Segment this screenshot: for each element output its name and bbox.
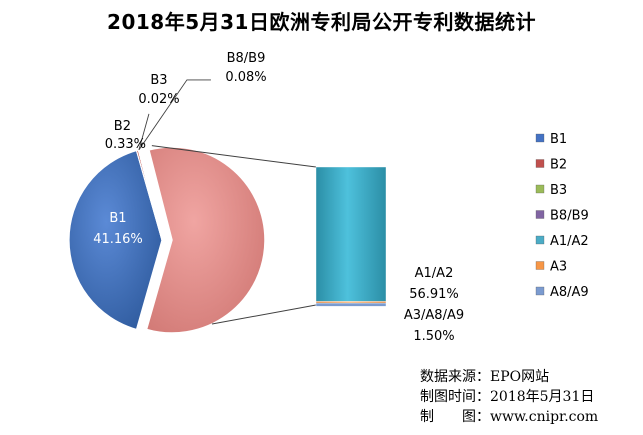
bar-segment-a1-a2 [316, 167, 386, 301]
data-label-b1-name: B1 [109, 211, 126, 226]
legend-swatch-b8-b9 [536, 211, 544, 219]
legend-swatch-b3 [536, 185, 544, 193]
chart-title: 2018年5月31日欧洲专利局公开专利数据统计 [0, 6, 643, 35]
chart-author-line: 制 图：www.cnipr.com [420, 407, 640, 427]
legend-swatch-a1-a2 [536, 236, 544, 244]
leader-line-b8b9 [139, 80, 211, 150]
data-label-b8b9-name: B8/B9 [227, 51, 266, 66]
bar-segment-a8-a9 [316, 303, 386, 306]
legend-swatch-a3 [536, 262, 544, 270]
legend-label-b3: B3 [550, 183, 567, 198]
pie-slice-other-shape [147, 147, 265, 333]
data-label-a1a2-value: 56.91% [409, 287, 459, 302]
stacked-bar-group [316, 167, 386, 306]
data-label-b2-name-value: 0.33% [105, 137, 146, 152]
legend-swatch-b1 [536, 134, 544, 142]
data-label-other-value: 1.50% [413, 329, 454, 344]
data-label-b1-value: 41.16% [93, 232, 143, 247]
legend-label-a3: A3 [550, 260, 567, 275]
source-note: 数据来源：EPO网站 制图时间：2018年5月31日 制 图：www.cnipr… [420, 367, 640, 427]
data-label-b8b9-value: 0.08% [225, 70, 266, 85]
data-label-b2-name: B2 [114, 119, 131, 134]
legend-label-a1-a2: A1/A2 [550, 234, 589, 249]
legend: B1 B2 B3 B8/B9 A1/A2 A3 A8/A9 [536, 132, 589, 300]
data-label-other-name: A3/A8/A9 [404, 308, 464, 323]
legend-label-b1: B1 [550, 132, 567, 147]
legend-swatch-b2 [536, 160, 544, 168]
data-label-a1a2-name: A1/A2 [415, 266, 454, 281]
data-label-b3-value: 0.02% [138, 92, 179, 107]
data-source-line: 数据来源：EPO网站 [420, 367, 640, 387]
pie-slice-other [147, 147, 265, 333]
data-label-b3-name: B3 [150, 73, 167, 88]
legend-label-a8-a9: A8/A9 [550, 285, 589, 300]
legend-label-b8-b9: B8/B9 [550, 209, 589, 224]
bar-segment-a3 [316, 301, 386, 303]
chart-date-line: 制图时间：2018年5月31日 [420, 387, 640, 407]
legend-swatch-a8-a9 [536, 287, 544, 295]
legend-label-b2: B2 [550, 158, 567, 173]
